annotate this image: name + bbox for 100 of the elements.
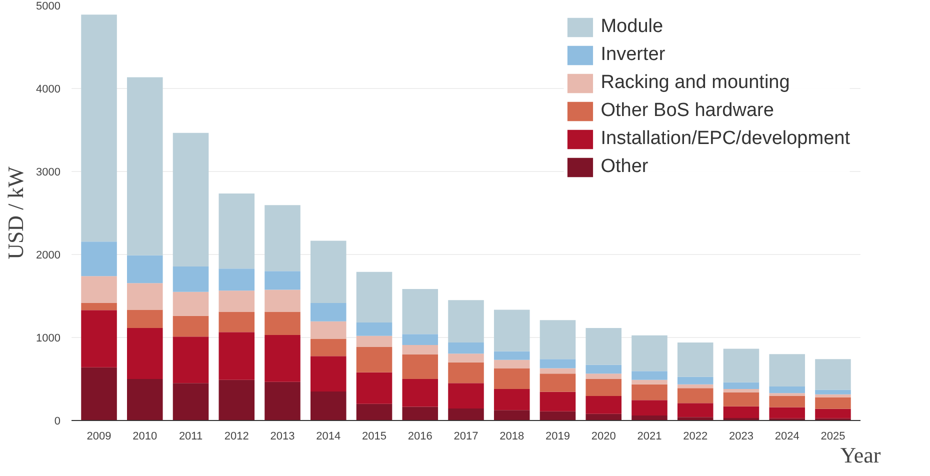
bar [448,342,484,354]
bar [172,266,209,292]
bar [540,359,576,368]
bar [540,320,576,360]
bar [172,383,209,420]
y-tick-label: 3000 [36,166,61,178]
x-tick-label: 2019 [546,430,570,442]
bar [356,347,392,372]
bar [494,388,530,410]
bar [172,292,209,316]
legend-label: Other [600,156,648,178]
bar [723,392,760,406]
bar [218,332,255,380]
bar [448,383,484,408]
bar [127,77,163,256]
bar [815,397,851,409]
bar [494,310,530,352]
bar [310,240,346,304]
bar [769,386,805,394]
bar [127,310,163,328]
bar [677,342,714,377]
legend-label: Other BoS hardware [600,100,774,122]
x-tick-label: 2010 [132,430,158,442]
bar [632,371,668,380]
y-tick-label: 0 [54,416,61,428]
bar [448,354,484,362]
bar [127,255,163,284]
bar [540,368,576,374]
x-tick-label: 2014 [316,430,341,442]
bar [172,336,209,384]
bar [586,374,622,379]
bar [815,359,851,390]
legend-label: Racking and mounting [600,72,790,94]
bar [402,354,438,379]
bar [402,334,438,345]
bar [218,268,255,291]
x-tick-label: 2012 [224,430,249,442]
bar [81,242,117,276]
bar [586,364,622,374]
bar [448,300,484,342]
bar [356,272,392,323]
bar [264,382,300,420]
bar [81,276,117,304]
bar [540,411,576,420]
x-tick-label: 2021 [637,430,662,442]
bar [677,384,714,388]
x-tick-label: 2023 [728,430,754,442]
bar [310,391,346,420]
bar [356,372,392,404]
bar [218,312,255,332]
x-tick-label: 2024 [774,430,800,442]
bar [632,384,668,400]
bar [218,193,255,269]
bar [264,335,300,382]
bar [310,356,346,392]
bar [586,328,622,365]
bar [586,396,622,414]
bar [81,367,117,420]
bar [632,400,668,416]
bar [127,328,163,379]
bar [127,379,163,420]
bar [494,410,530,420]
bar [769,396,805,408]
legend-label: Inverter [600,44,666,66]
legend-label: Installation/EPC/development [600,128,850,150]
bar [310,338,346,356]
bar [723,382,760,389]
bar [81,303,117,310]
y-tick-label: 1000 [36,332,61,344]
bar [632,380,668,384]
bar [494,351,530,360]
bar [218,290,255,312]
bar [264,271,300,290]
bar [815,408,851,418]
y-tick-label: 5000 [36,0,61,12]
bar [448,362,484,384]
y-axis-title: USD / kW [3,166,28,260]
x-tick-label: 2025 [820,430,846,442]
y-tick-label: 2000 [36,250,61,262]
bar [494,360,530,368]
bar [769,393,805,396]
bar [264,290,300,312]
bar [402,406,438,420]
bar [264,205,300,272]
bar [172,316,209,337]
legend-label: Module [600,16,664,38]
x-tick-label: 2009 [86,430,112,442]
bar [723,388,760,392]
bar [310,321,346,339]
bar [494,368,530,389]
x-tick-label: 2018 [500,430,524,442]
bar [769,354,805,386]
x-tick-label: 2011 [178,430,203,442]
bar [540,392,576,412]
x-tick-label: 2015 [362,430,387,442]
bar [127,283,163,310]
bar [815,390,851,394]
bar [586,414,622,420]
bar [402,379,438,407]
bar [402,344,438,355]
